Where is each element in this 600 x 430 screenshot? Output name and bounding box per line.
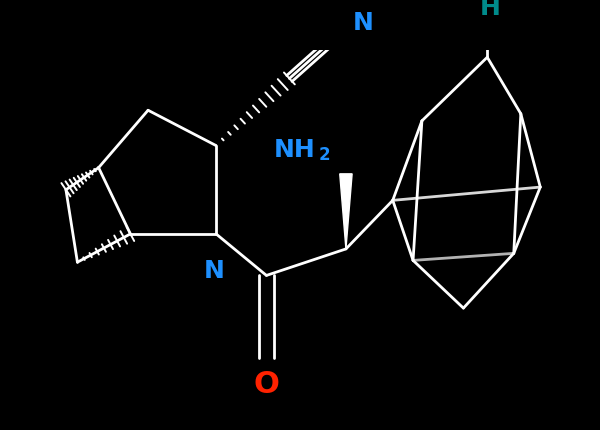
Text: N: N [353,11,374,35]
Polygon shape [340,174,352,249]
Text: H: H [479,0,500,20]
Text: NH: NH [273,138,315,162]
Text: 2: 2 [319,146,330,164]
Text: N: N [204,258,225,283]
Text: O: O [253,370,280,399]
